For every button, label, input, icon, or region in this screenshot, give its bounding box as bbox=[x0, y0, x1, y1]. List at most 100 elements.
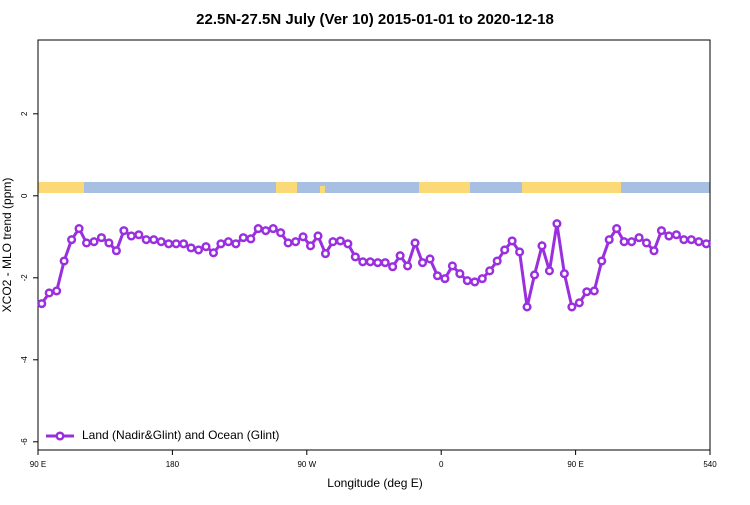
x-tick-label: 0 bbox=[439, 460, 444, 469]
data-point bbox=[171, 239, 181, 249]
data-point bbox=[492, 256, 502, 266]
data-point bbox=[365, 257, 375, 267]
x-tick-label: 90 E bbox=[30, 460, 46, 469]
data-point bbox=[425, 254, 435, 264]
data-point bbox=[44, 288, 54, 298]
data-point bbox=[529, 270, 540, 280]
data-point bbox=[537, 241, 547, 251]
data-point bbox=[701, 239, 711, 249]
data-point bbox=[612, 224, 622, 234]
data-point bbox=[634, 233, 644, 243]
y-tick-label: -4 bbox=[20, 356, 29, 364]
data-point bbox=[515, 247, 525, 257]
land-ocean-strip bbox=[38, 182, 710, 193]
land-strip bbox=[276, 182, 297, 193]
data-point bbox=[462, 276, 472, 286]
data-point bbox=[74, 224, 84, 234]
data-point bbox=[298, 232, 308, 242]
data-point bbox=[179, 239, 189, 249]
data-point bbox=[574, 298, 584, 308]
data-point bbox=[559, 269, 569, 279]
land-strip bbox=[419, 182, 470, 193]
data-point bbox=[641, 238, 652, 248]
data-point bbox=[395, 251, 405, 261]
data-point bbox=[507, 236, 517, 246]
data-point bbox=[656, 226, 667, 236]
y-tick-label: -6 bbox=[20, 438, 29, 446]
land-strip bbox=[522, 182, 621, 193]
data-point bbox=[343, 239, 353, 249]
data-point bbox=[582, 287, 592, 297]
x-tick-label: 540 bbox=[703, 460, 717, 469]
data-point bbox=[149, 235, 159, 245]
data-point bbox=[238, 233, 248, 243]
data-point bbox=[350, 252, 360, 262]
data-point bbox=[119, 226, 129, 236]
data-point bbox=[358, 257, 368, 267]
data-point bbox=[111, 246, 121, 256]
legend-marker bbox=[55, 431, 65, 441]
data-point bbox=[201, 242, 211, 252]
data-point bbox=[477, 274, 487, 284]
data-point bbox=[447, 261, 457, 271]
data-point bbox=[455, 269, 465, 279]
data-point bbox=[193, 245, 204, 255]
y-tick-label: 2 bbox=[20, 111, 29, 116]
data-point bbox=[67, 235, 77, 245]
data-point bbox=[126, 231, 136, 241]
data-point bbox=[470, 277, 480, 287]
x-tick-label: 90 E bbox=[567, 460, 583, 469]
data-point bbox=[223, 237, 233, 247]
data-point bbox=[335, 236, 345, 246]
data-point bbox=[552, 219, 562, 229]
land-strip bbox=[38, 182, 84, 193]
data-point bbox=[373, 258, 383, 268]
data-point bbox=[283, 238, 293, 248]
data-point bbox=[410, 238, 420, 248]
data-point bbox=[522, 302, 532, 312]
data-point bbox=[567, 302, 577, 312]
data-point bbox=[604, 235, 614, 245]
data-point bbox=[156, 237, 166, 247]
data-point bbox=[231, 239, 241, 249]
x-axis-label: Longitude (deg E) bbox=[327, 476, 422, 490]
data-point bbox=[649, 246, 659, 256]
data-point bbox=[37, 299, 47, 309]
data-point bbox=[186, 243, 196, 253]
land-strip bbox=[320, 186, 325, 193]
data-point bbox=[253, 224, 263, 234]
data-point bbox=[417, 258, 428, 268]
y-axis-label: XCO2 - MLO trend (ppm) bbox=[0, 178, 14, 313]
data-point bbox=[544, 266, 555, 276]
data-point bbox=[104, 238, 114, 248]
y-tick-label: 0 bbox=[20, 193, 29, 198]
data-point bbox=[276, 228, 286, 238]
y-tick-label: -2 bbox=[20, 274, 29, 282]
legend-label: Land (Nadir&Glint) and Ocean (Glint) bbox=[82, 428, 279, 442]
data-point bbox=[597, 256, 607, 266]
data-point bbox=[268, 224, 278, 234]
data-point bbox=[96, 233, 107, 243]
data-point bbox=[291, 237, 301, 247]
data-point bbox=[164, 239, 174, 249]
data-point bbox=[485, 266, 495, 276]
x-tick-label: 90 W bbox=[297, 460, 316, 469]
data-point bbox=[627, 237, 637, 247]
x-tick-label: 180 bbox=[166, 460, 180, 469]
data-point bbox=[261, 226, 271, 236]
data-point bbox=[313, 231, 323, 241]
data-point bbox=[403, 261, 413, 271]
data-point bbox=[52, 286, 62, 296]
data-point bbox=[208, 248, 219, 258]
data-point bbox=[89, 237, 99, 247]
data-point bbox=[246, 234, 256, 244]
data-point bbox=[134, 230, 144, 240]
data-point bbox=[679, 235, 689, 245]
data-point bbox=[320, 249, 331, 259]
data-point bbox=[141, 235, 151, 245]
data-point bbox=[432, 271, 443, 281]
data-point bbox=[440, 274, 450, 284]
data-point bbox=[59, 256, 69, 266]
